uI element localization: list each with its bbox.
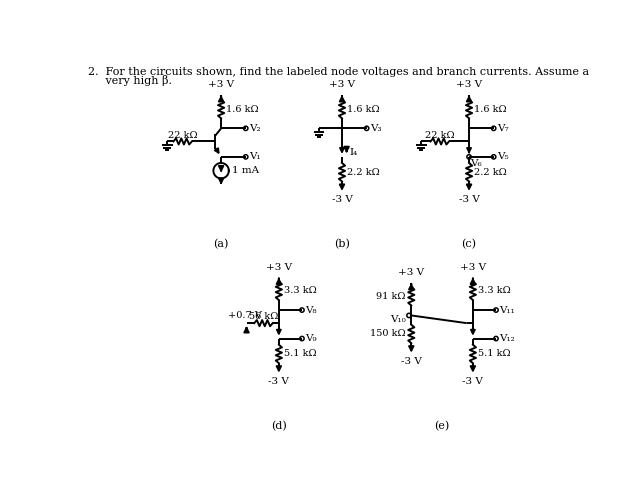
Text: 3.3 kΩ: 3.3 kΩ	[284, 286, 317, 295]
Text: very high β.: very high β.	[88, 75, 172, 86]
Text: 5.1 kΩ: 5.1 kΩ	[284, 349, 317, 359]
Text: V₉: V₉	[305, 334, 316, 343]
Text: V₁₂: V₁₂	[499, 334, 515, 343]
Text: 1 mA: 1 mA	[232, 166, 259, 175]
Text: +3 V: +3 V	[208, 80, 234, 89]
Text: 56 kΩ: 56 kΩ	[249, 312, 278, 321]
Text: -3 V: -3 V	[401, 357, 421, 366]
Text: +0.7 V: +0.7 V	[228, 311, 262, 320]
Text: V₃: V₃	[370, 124, 381, 133]
Text: -3 V: -3 V	[462, 377, 483, 386]
Text: +3 V: +3 V	[398, 268, 425, 277]
Text: V₁₁: V₁₁	[499, 306, 515, 314]
Text: V₆: V₆	[470, 159, 482, 168]
Text: +3 V: +3 V	[329, 80, 355, 89]
Text: (d): (d)	[271, 421, 287, 431]
Text: 3.3 kΩ: 3.3 kΩ	[478, 286, 511, 295]
Text: (b): (b)	[334, 239, 350, 249]
Text: 5.1 kΩ: 5.1 kΩ	[478, 349, 511, 359]
Text: 1.6 kΩ: 1.6 kΩ	[226, 105, 259, 114]
Text: V₅: V₅	[497, 153, 508, 161]
Text: -3 V: -3 V	[459, 195, 479, 204]
Text: 1.6 kΩ: 1.6 kΩ	[474, 105, 507, 114]
Text: I₄: I₄	[350, 149, 358, 157]
Text: +3 V: +3 V	[460, 263, 486, 272]
Text: 150 kΩ: 150 kΩ	[370, 330, 406, 338]
Text: +3 V: +3 V	[266, 263, 292, 272]
Text: (c): (c)	[462, 239, 477, 249]
Text: (e): (e)	[435, 421, 450, 431]
Text: 1.6 kΩ: 1.6 kΩ	[347, 105, 380, 114]
Text: V₈: V₈	[305, 306, 316, 314]
Text: 91 kΩ: 91 kΩ	[376, 292, 406, 301]
Text: 2.  For the circuits shown, find the labeled node voltages and branch currents. : 2. For the circuits shown, find the labe…	[88, 67, 589, 77]
Text: -3 V: -3 V	[331, 195, 352, 204]
Text: V₁₀: V₁₀	[390, 315, 406, 324]
Text: -3 V: -3 V	[269, 377, 289, 386]
Text: V₂: V₂	[249, 124, 260, 133]
Text: 22 kΩ: 22 kΩ	[168, 131, 198, 140]
Text: (a): (a)	[213, 239, 229, 249]
Text: V₇: V₇	[497, 124, 508, 133]
Text: +3 V: +3 V	[456, 80, 482, 89]
Text: V₁: V₁	[249, 153, 260, 161]
Text: 2.2 kΩ: 2.2 kΩ	[474, 168, 507, 177]
Text: 22 kΩ: 22 kΩ	[425, 131, 455, 140]
Text: 2.2 kΩ: 2.2 kΩ	[347, 168, 380, 177]
